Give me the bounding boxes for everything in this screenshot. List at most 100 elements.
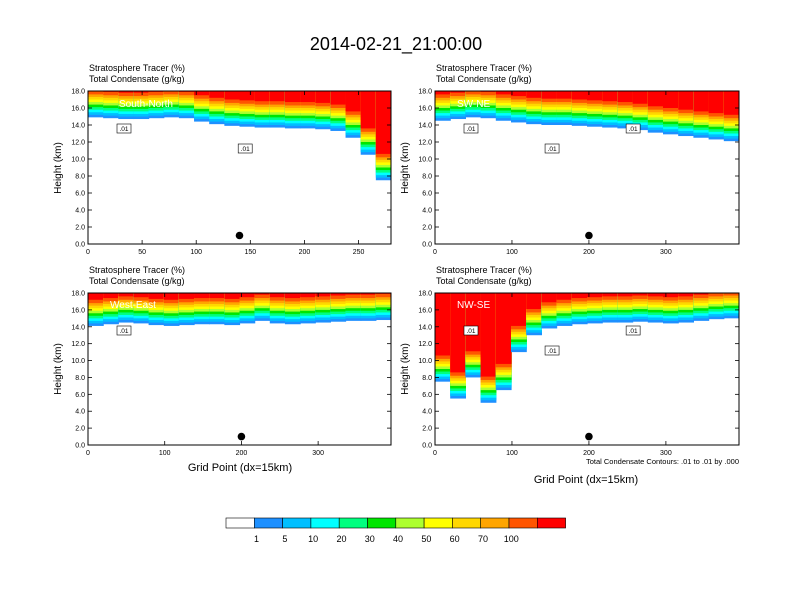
contour-label-box (463, 325, 479, 336)
colorbar: 1 5 10 20 30 40 50 60 70 100 (225, 517, 566, 544)
colorbar-label: 30 (365, 534, 375, 544)
tracer-cell (224, 293, 241, 299)
x-tick-label: 0 (86, 249, 90, 256)
tracer-cell (133, 91, 150, 93)
y-tick-label: 18.0 (71, 291, 85, 298)
y-tick-label: 14.0 (71, 324, 85, 331)
colorbar-swatch (480, 517, 510, 529)
figure-title: 2014-02-21_21:00:00 (310, 34, 482, 55)
tracer-cell (360, 293, 377, 299)
tracer-cell (556, 293, 573, 300)
tracer-cell (632, 91, 649, 104)
x-tick-label: 200 (299, 249, 311, 256)
plot-area: 0.0 2.0 4.0 6.0 8.0 10.0 12.0 14.0 16.0 18.0 0 100 2… (418, 291, 740, 457)
tracer-cell (375, 91, 391, 154)
tracer-cell (103, 293, 119, 299)
y-tick-label: 8.0 (75, 375, 85, 382)
y-axis-label: Height (km) (53, 142, 64, 194)
plot-frame (87, 292, 392, 446)
x-tick-label: 150 (244, 249, 256, 256)
tracer-cell (239, 293, 256, 298)
contour-label: .01 (119, 328, 128, 335)
x-tick-label: 200 (583, 249, 595, 256)
tracer-cell (315, 293, 331, 297)
tracer-cell (284, 293, 301, 299)
tracer-cell (148, 91, 165, 96)
contour-label-box (237, 143, 253, 154)
colorbar-label: 20 (336, 534, 346, 544)
y-tick-label: 4.0 (422, 208, 432, 215)
plot-frame (87, 90, 392, 245)
panel-subtitle-line2: Total Condensate (g/kg) (436, 276, 532, 286)
tracer-cell (345, 91, 362, 112)
tracer-cell (435, 293, 451, 356)
plot-area: 0.0 2.0 4.0 6.0 8.0 10.0 12.0 14.0 16.0 18.0 0 100 2… (418, 89, 740, 256)
tracer-cell (723, 91, 739, 115)
tracer-cell (435, 91, 451, 95)
tracer-cell (254, 91, 271, 102)
tracer-cell (375, 293, 391, 298)
tracer-cell (88, 91, 104, 95)
colorbar-label: 5 (282, 534, 287, 544)
contour-label: .01 (548, 348, 557, 355)
y-tick-label: 10.0 (71, 358, 85, 365)
tracer-cell (254, 293, 271, 295)
tracer-cell (284, 91, 301, 103)
y-tick-label: 12.0 (71, 140, 85, 147)
tracer-cell (465, 293, 482, 352)
x-tick-label: 100 (190, 249, 202, 256)
tracer-cell (163, 91, 180, 95)
contour-label: .01 (466, 328, 475, 335)
x-tick-label: 200 (236, 450, 248, 457)
panel-subtitle-line2: Total Condensate (g/kg) (436, 74, 532, 84)
tracer-cell (345, 293, 362, 295)
tracer-cell (300, 91, 316, 103)
panel-subtitle-line1: Stratosphere Tracer (%) (89, 63, 185, 73)
tracer-cell (118, 293, 135, 297)
x-tick-label: 300 (660, 249, 672, 256)
tracer-cell (511, 293, 527, 326)
colorbar-label: 10 (308, 534, 318, 544)
x-tick-label: 250 (353, 249, 365, 256)
panel-label: SW-NE (457, 99, 490, 110)
tracer-cell (209, 91, 225, 98)
tracer-cell (693, 293, 710, 299)
x-tick-label: 200 (583, 450, 595, 457)
tracer-cell (450, 91, 466, 97)
x-tick-label: 100 (506, 450, 518, 457)
tracer-cell (480, 91, 497, 96)
contour-label: .01 (466, 126, 475, 133)
x-tick-label: 0 (433, 249, 437, 256)
y-axis-label: Height (km) (53, 343, 64, 395)
y-tick-label: 14.0 (71, 123, 85, 130)
tracer-cell (163, 293, 180, 300)
colorbar-swatch (452, 517, 481, 529)
y-tick-label: 18.0 (418, 89, 432, 96)
colorbar-swatch (536, 517, 566, 529)
tracer-cell (571, 91, 588, 100)
plot-area: 0.0 2.0 4.0 6.0 8.0 10.0 12.0 14.0 16.0 18.0 0 50 10… (71, 89, 392, 256)
contour-label: .01 (548, 146, 557, 153)
tracer-cell (88, 293, 104, 300)
tracer-cell (663, 91, 679, 108)
tracer-cell (480, 293, 497, 377)
tracer-cell (330, 293, 347, 299)
tracer-cell (693, 293, 710, 295)
contour-label-box (625, 325, 641, 336)
colorbar-swatch (395, 517, 425, 529)
colorbar-swatch (225, 517, 255, 529)
contour-label: .01 (241, 146, 250, 153)
y-tick-label: 4.0 (422, 409, 432, 416)
tracer-cell (330, 293, 347, 296)
contour-footnote: Total Condensate Contours: .01 to .01 by… (586, 457, 739, 466)
tracer-cell (571, 293, 588, 299)
tracer-cell (541, 293, 558, 303)
tracer-cell (602, 293, 618, 297)
tracer-cell (300, 293, 316, 298)
y-tick-label: 0.0 (422, 242, 432, 249)
y-tick-label: 10.0 (418, 157, 432, 164)
colorbar-label: 40 (393, 534, 403, 544)
tracer-cell (511, 91, 527, 97)
y-tick-label: 2.0 (422, 225, 432, 232)
